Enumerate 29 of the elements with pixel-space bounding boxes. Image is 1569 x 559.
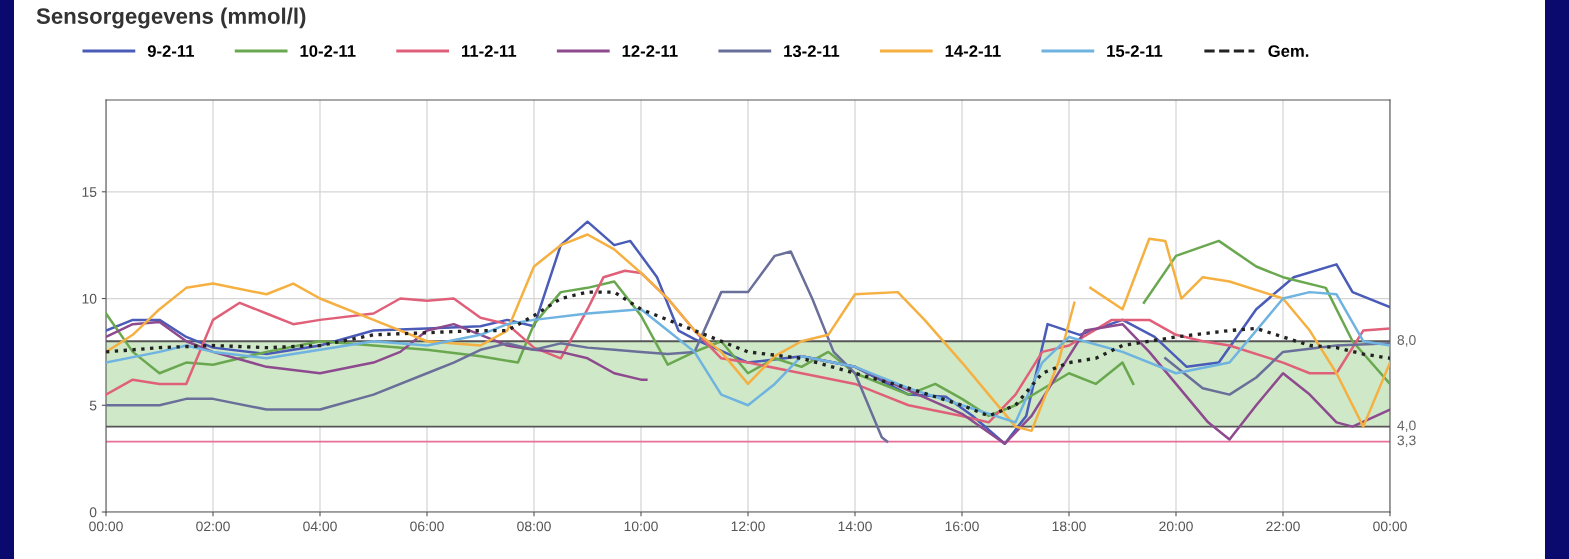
x-tick-label: 08:00 (517, 521, 551, 532)
x-tick-label: 18:00 (1052, 521, 1086, 532)
legend-label: 9-2-11 (147, 45, 195, 57)
x-tick-label: 10:00 (624, 521, 658, 532)
legend-label: Gem. (1268, 45, 1309, 57)
x-tick-label: 16:00 (945, 521, 979, 532)
x-tick-label: 20:00 (1159, 521, 1193, 532)
y-tick-label: 15 (82, 187, 97, 197)
legend-label: 11-2-11 (462, 45, 517, 57)
legend-label: 14-2-11 (945, 45, 1001, 57)
x-tick-label: 02:00 (196, 521, 230, 532)
x-tick-label: 14:00 (838, 521, 872, 532)
ref-line-label: 4,0 (1397, 420, 1416, 432)
x-tick-label: 22:00 (1266, 521, 1300, 532)
ref-line-label: 8,0 (1397, 335, 1416, 347)
legend-label: 12-2-11 (622, 45, 678, 57)
ref-line-label: 3,3 (1397, 435, 1416, 447)
y-tick-label: 5 (89, 400, 97, 411)
x-tick-label: 06:00 (410, 521, 444, 532)
legend-label: 15-2-11 (1107, 45, 1163, 57)
x-tick-label: 12:00 (731, 521, 765, 532)
y-tick-label: 10 (82, 293, 97, 304)
x-tick-label: 04:00 (303, 521, 337, 532)
x-tick-label: 00:00 (89, 521, 123, 532)
x-tick-label: 00:00 (1373, 521, 1407, 532)
y-tick-label: 0 (89, 507, 97, 518)
chart-title: Sensorgegevens (mmol/l) (36, 7, 306, 29)
legend-label: 13-2-11 (784, 45, 840, 58)
legend-label: 10-2-11 (300, 45, 356, 57)
